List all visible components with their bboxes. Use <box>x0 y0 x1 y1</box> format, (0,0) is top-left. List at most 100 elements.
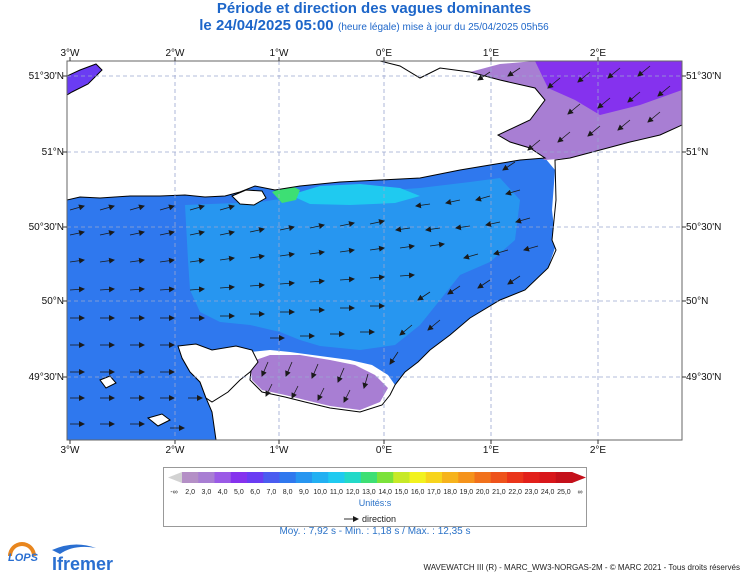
colorbar-value-label: 8,0 <box>283 489 293 496</box>
x-tick-label-bottom: 1°W <box>270 445 290 456</box>
colorbar-value-label: 24,0 <box>541 489 555 496</box>
colorbar-unit: Unités:s <box>359 498 392 508</box>
colorbar-swatch <box>555 472 573 483</box>
colorbar-value-label: 22,0 <box>508 489 522 496</box>
colorbar-swatch <box>295 472 313 483</box>
colorbar-swatch <box>312 472 329 483</box>
x-tick-label-top: 1°E <box>483 48 500 59</box>
y-tick-label-left: 51°30'N <box>29 71 64 82</box>
x-tick-label-top: 3°W <box>61 48 81 59</box>
y-tick-label-left: 50°30'N <box>29 222 64 233</box>
x-tick-label-top: 2°W <box>166 48 186 59</box>
land-england <box>67 61 547 201</box>
y-tick-label-left: 50°N <box>42 296 64 307</box>
colorbar-value-label: 10,0 <box>313 489 327 496</box>
footer-credit: WAVEWATCH III (R) - MARC_WW3-NORGAS-2M -… <box>423 563 740 572</box>
colorbar-value-label: 3,0 <box>202 489 212 496</box>
colorbar-swatch <box>377 472 394 483</box>
axis-ticks: 3°W 3°W 2°W 2°W 1°W 1°W 0°E 0°E 1°E 1°E 2°E 2°E 51°3… <box>29 48 722 456</box>
colorbar-value-label: 15,0 <box>395 489 409 496</box>
x-tick-label-top: 1°W <box>270 48 290 59</box>
colorbar-value-label: 18,0 <box>443 489 457 496</box>
x-tick-label-bottom: 2°W <box>166 445 186 456</box>
colorbar-right-label: ∞ <box>578 489 583 496</box>
stats-separator: - <box>338 526 343 537</box>
colorbar-swatch <box>474 472 492 483</box>
colorbar-value-label: 6,0 <box>250 489 260 496</box>
colorbar-swatch <box>393 472 410 483</box>
ifremer-logo: Ifremer <box>52 544 113 574</box>
land-guernsey <box>99 375 117 389</box>
chart-subtitle: le 24/04/2025 05:00 (heure légale) mise … <box>0 17 748 37</box>
x-tick-label-bottom: 2°E <box>590 445 607 456</box>
colorbar-swatch <box>458 472 475 483</box>
y-tick-label-left: 49°30'N <box>29 372 64 383</box>
lops-text: LOPS <box>8 552 39 564</box>
colorbar-swatch <box>442 472 459 483</box>
colorbar-swatch <box>182 472 199 483</box>
colorbar-value-label: 20,0 <box>476 489 490 496</box>
land-isle-of-wight <box>231 189 267 206</box>
colorbar-swatch <box>344 472 362 483</box>
direction-arrows <box>69 65 671 431</box>
arrow-legend-label: direction <box>362 514 396 524</box>
colorbar-swatch <box>539 472 557 483</box>
colorbar-swatch <box>523 472 540 483</box>
update-note: (heure légale) mise à jour du 25/04/2025… <box>338 22 549 33</box>
colorbar-value-label: 7,0 <box>267 489 277 496</box>
colorbar-swatch <box>230 472 248 483</box>
lops-logo: LOPS <box>8 542 39 564</box>
colorbar-value-label: 17,0 <box>427 489 441 496</box>
colorbar-value-label: 13,0 <box>362 489 376 496</box>
logo-area: LOPS Ifremer <box>4 538 144 579</box>
colorbar-value-label: 5,0 <box>234 489 244 496</box>
colorbar-value-label: 19,0 <box>460 489 474 496</box>
stats-line: Moy. : 7,92 s - Min. : 1,18 s / Max. : 1… <box>163 526 587 537</box>
colorbar-value-label: 16,0 <box>411 489 425 496</box>
logos: LOPS Ifremer <box>8 542 113 574</box>
y-tick-label-right: 50°30'N <box>686 222 721 233</box>
colorbar-right-tip <box>572 472 586 483</box>
colorbar-swatch <box>328 472 345 483</box>
stats-minmax: Min. : 1,18 s / Max. : 12,35 s <box>344 526 471 537</box>
colorbar-swatch <box>360 472 378 483</box>
x-tick-label-top: 2°E <box>590 48 607 59</box>
y-tick-label-right: 50°N <box>686 296 708 307</box>
land-jersey <box>146 413 171 427</box>
colorbar-swatch <box>214 472 232 483</box>
land-france <box>181 124 682 440</box>
sea-area-central-patch <box>185 178 520 350</box>
colorbar-left-label: -∞ <box>170 489 177 496</box>
colorbar-value-label: 2,0 <box>185 489 195 496</box>
forecast-date: le 24/04/2025 05:00 <box>199 17 334 34</box>
colorbar-value-label: 25,0 <box>557 489 571 496</box>
x-tick-label-bottom: 3°W <box>61 445 81 456</box>
x-tick-label-bottom: 0°E <box>376 445 393 456</box>
colorbar-swatch <box>490 472 508 483</box>
colorbar-value-label: 23,0 <box>525 489 539 496</box>
x-tick-label-top: 0°E <box>376 48 393 59</box>
sea-area-north-patch <box>290 184 420 205</box>
colorbar-value-label: 12,0 <box>346 489 360 496</box>
plot-frame <box>66 60 683 441</box>
colorbar-swatch <box>409 472 427 483</box>
colorbar-value-label: 11,0 <box>330 489 343 496</box>
y-tick-label-right: 51°30'N <box>686 71 721 82</box>
colorbar-value-label: 9,0 <box>299 489 309 496</box>
colorbar-swatch <box>198 472 215 483</box>
legend-panel: -∞ 2,0 3,0 4,0 5,0 6,0 7,0 8,0 9,0 10,0 11,0 12,0 13… <box>163 467 587 527</box>
colorbar-swatch <box>507 472 524 483</box>
y-tick-label-right: 51°N <box>686 147 708 158</box>
sea-area-seine-bay <box>250 355 388 410</box>
colorbar-swatch <box>247 472 264 483</box>
y-tick-label-right: 49°30'N <box>686 372 721 383</box>
colorbar-value-label: 21,0 <box>492 489 506 496</box>
land-cherbourg <box>177 343 259 403</box>
colorbar: -∞ 2,0 3,0 4,0 5,0 6,0 7,0 8,0 9,0 10,0 11,0 12,0 13… <box>168 472 586 524</box>
colorbar-value-label: 14,0 <box>378 489 392 496</box>
y-tick-label-left: 51°N <box>42 147 64 158</box>
stats-mean: Moy. : 7,92 s <box>279 526 336 537</box>
colorbar-swatch <box>425 472 443 483</box>
chart-title: Période et direction des vagues dominant… <box>216 0 532 17</box>
